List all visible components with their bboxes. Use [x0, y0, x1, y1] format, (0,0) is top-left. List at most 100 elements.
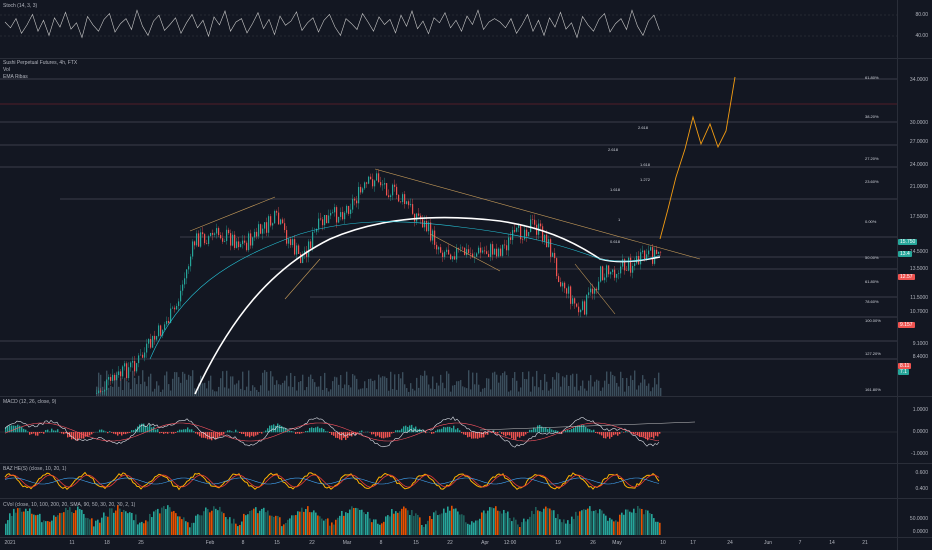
- macd-hist-bar: [109, 431, 111, 433]
- cvol-bar: [405, 508, 407, 535]
- cvol-label[interactable]: CVol (close, 10, 100, 200, 20, SMA, 90, …: [3, 502, 136, 508]
- cvol-bar: [117, 505, 119, 535]
- cvol-bar: [295, 515, 297, 535]
- candle: [316, 228, 318, 232]
- baz-label[interactable]: BAZ HE(S) (close, 10, 20, 1): [3, 466, 67, 472]
- volume-bar: [124, 377, 126, 396]
- volume-bar: [322, 389, 324, 396]
- macd-hist-bar: [33, 432, 35, 434]
- macd-hist-bar: [23, 428, 25, 433]
- cvol-bar: [627, 509, 629, 535]
- pane-separator[interactable]: [0, 58, 932, 59]
- cvol-bar: [279, 517, 281, 535]
- cvol-bar: [205, 507, 207, 535]
- cvol-bar: [561, 522, 563, 535]
- ema-label[interactable]: EMA Ribas: [3, 74, 28, 80]
- candle: [608, 265, 610, 275]
- macd-hist-bar: [383, 432, 385, 439]
- macd-hist-bar: [61, 432, 63, 434]
- macd-hist-bar: [213, 432, 215, 439]
- candle: [146, 343, 148, 353]
- cvol-bar: [493, 508, 495, 535]
- pane-separator[interactable]: [0, 498, 932, 499]
- volume-bar: [308, 376, 310, 396]
- volume-bar: [452, 385, 454, 396]
- macd-hist-bar: [387, 432, 389, 438]
- candle: [232, 234, 234, 246]
- fib-label: 2.618: [608, 147, 619, 152]
- pane-separator[interactable]: [0, 537, 932, 538]
- pane-separator[interactable]: [0, 463, 932, 464]
- candle: [236, 241, 238, 248]
- macd-hist-bar: [597, 432, 599, 434]
- candle: [290, 239, 292, 246]
- baz-pane[interactable]: BAZ HE(S) (close, 10, 20, 1) 0.600 0.400: [0, 464, 932, 498]
- candle: [238, 241, 240, 248]
- stoch-label[interactable]: Stoch (14, 3, 3): [3, 3, 38, 9]
- fib-label: 1: [618, 217, 621, 222]
- price-tag: 12.57: [898, 274, 915, 280]
- macd-hist-bar: [375, 432, 377, 437]
- candle: [118, 371, 120, 375]
- volume-bar: [362, 388, 364, 396]
- volume-bar: [642, 375, 644, 396]
- cvol-bar: [541, 511, 543, 535]
- candle: [340, 212, 342, 217]
- fib-pct: 61.80%: [865, 279, 879, 284]
- macd-hist-bar: [163, 432, 165, 434]
- candle: [360, 186, 362, 193]
- macd-label[interactable]: MACD (12, 26, close, 9): [3, 399, 57, 405]
- candle: [534, 219, 536, 225]
- candle: [160, 325, 162, 336]
- candle: [138, 355, 140, 364]
- macd-hist-bar: [613, 432, 615, 436]
- candle: [514, 230, 516, 232]
- cvol-bar: [153, 511, 155, 535]
- time-tick: Mar: [342, 540, 352, 546]
- fib-label: 1.618: [640, 162, 651, 167]
- volume-bar: [346, 371, 348, 396]
- cvol-bar: [635, 512, 637, 535]
- macd-hist-bar: [201, 432, 203, 438]
- volume-bar: [108, 387, 110, 396]
- macd-hist-bar: [483, 432, 485, 438]
- price-axis[interactable]: [897, 0, 932, 550]
- main-price-pane[interactable]: Sushi Perpetual Futures, 4h, FTX Vol EMA…: [0, 59, 932, 396]
- time-tick: Feb: [205, 540, 215, 546]
- macd-hist-bar: [231, 431, 233, 433]
- macd-pane[interactable]: MACD (12, 26, close, 9) 1.0000 0.0000 -1…: [0, 397, 932, 463]
- ema-200-line: [194, 216, 661, 395]
- volume-bar: [248, 370, 250, 396]
- macd-hist-bar: [17, 424, 19, 433]
- candle: [504, 244, 506, 246]
- macd-hist-bar: [135, 428, 137, 433]
- time-tick: 26: [590, 540, 596, 546]
- cvol-pane[interactable]: CVol (close, 10, 100, 200, 20, SMA, 90, …: [0, 499, 932, 537]
- macd-hist-bar: [257, 432, 259, 435]
- candle: [266, 222, 268, 233]
- macd-hist-bar: [491, 432, 493, 433]
- pane-separator[interactable]: [0, 396, 932, 397]
- cvol-bar: [269, 515, 271, 535]
- cvol-bar: [473, 522, 475, 535]
- volume-bar: [432, 376, 434, 396]
- volume-bar: [470, 389, 472, 396]
- macd-hist-bar: [65, 432, 67, 434]
- volume-bar: [564, 377, 566, 396]
- cvol-bar: [575, 511, 577, 535]
- candle: [494, 248, 496, 255]
- cvol-bar: [507, 511, 509, 535]
- vol-label[interactable]: Vol: [3, 67, 10, 73]
- candle: [124, 363, 126, 367]
- candle: [530, 219, 532, 232]
- macd-hist-bar: [625, 431, 627, 433]
- symbol-title[interactable]: Sushi Perpetual Futures, 4h, FTX: [3, 60, 78, 66]
- macd-hist-bar: [265, 430, 267, 433]
- volume-bar: [624, 391, 626, 396]
- candle: [430, 222, 432, 241]
- candle: [414, 213, 416, 222]
- cvol-bar: [581, 510, 583, 535]
- stoch-pane[interactable]: Stoch (14, 3, 3) 80.00 40.00: [0, 0, 932, 58]
- macd-hist-bar: [145, 425, 147, 433]
- volume-bar: [386, 377, 388, 396]
